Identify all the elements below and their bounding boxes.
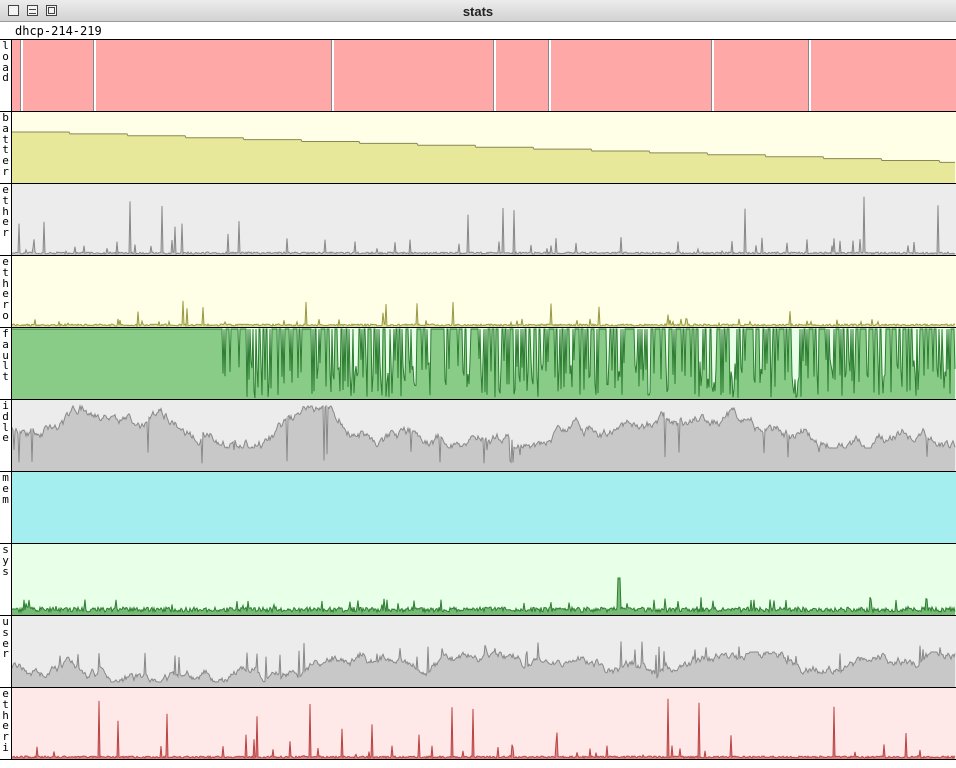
stat-graph-mem: [12, 472, 956, 543]
load-gap-edge: [711, 40, 712, 111]
load-gap-mark: [712, 40, 714, 111]
load-gap-edge: [20, 40, 21, 111]
stat-graph-idle: [12, 400, 956, 471]
stat-graph-ether: [12, 184, 956, 255]
stat-graph-etheri: [12, 688, 956, 759]
stat-trace-line: [12, 641, 956, 684]
stat-trace-line: [12, 196, 956, 255]
window-title: stats: [462, 4, 494, 19]
shade-window-button[interactable]: [27, 5, 38, 16]
stat-graph-svg: [12, 472, 956, 543]
load-gap-mark: [549, 40, 551, 111]
load-gap-mark: [21, 40, 23, 111]
stat-graph-sys: [12, 544, 956, 615]
load-gap-mark: [809, 40, 811, 111]
stat-trace-line: [12, 131, 955, 163]
stat-graph-svg: [12, 577, 956, 615]
load-gap-edge: [331, 40, 332, 111]
window-titlebar: stats: [0, 0, 956, 22]
stat-graph-svg: [20, 40, 811, 111]
load-gap-edge: [493, 40, 494, 111]
load-gap-mark: [494, 40, 496, 111]
stat-trace-line: [12, 300, 956, 327]
load-gap-edge: [93, 40, 94, 111]
load-gap-edge: [808, 40, 809, 111]
zoom-window-button[interactable]: [46, 5, 57, 16]
stat-trace-line: [12, 404, 956, 464]
load-gap-mark: [332, 40, 334, 111]
stat-graph-load: [12, 40, 956, 111]
stat-graph-fault: [12, 328, 956, 399]
stat-trace-line: [12, 328, 956, 399]
stat-graph-svg: [12, 641, 956, 687]
stat-graph-svg: [12, 404, 956, 471]
stat-trace-line: [12, 577, 956, 614]
load-gap-edge: [548, 40, 549, 111]
stat-graph-svg: [12, 131, 955, 183]
host-name: dhcp-214-219: [15, 24, 102, 38]
stat-graph-svg: [12, 300, 956, 327]
stat-graph-svg: [12, 196, 956, 255]
load-gap-mark: [94, 40, 96, 111]
stat-area-fill: [12, 300, 955, 327]
close-window-button[interactable]: [8, 5, 19, 16]
stat-graph-svg: [12, 328, 956, 399]
stat-area-fill: [12, 698, 955, 759]
stat-area-fill: [12, 406, 955, 471]
stat-graph-batter: [12, 112, 956, 183]
stat-area-fill: [12, 196, 955, 255]
stat-graph-user: [12, 616, 956, 687]
stat-area-fill: [12, 132, 955, 183]
stat-graph-ethero: [12, 256, 956, 327]
stat-graph-svg: [12, 698, 956, 759]
stat-area-fill: [12, 641, 955, 687]
stat-trace-line: [12, 698, 956, 759]
